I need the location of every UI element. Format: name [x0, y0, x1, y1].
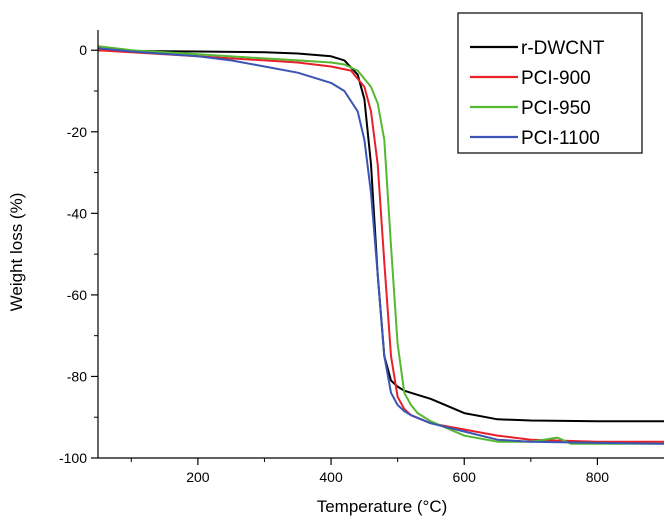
y-tick-label: -100: [59, 450, 87, 466]
legend: r-DWCNT PCI-900 PCI-950 PCI-1100: [457, 12, 643, 154]
y-axis-title: Weight loss (%): [7, 193, 26, 312]
x-axis-title: Temperature (°C): [317, 497, 448, 516]
series-layer: [98, 45, 664, 445]
y-tick-label: -20: [67, 124, 87, 140]
x-tick-label: 600: [453, 469, 477, 485]
legend-label: r-DWCNT: [521, 38, 605, 59]
y-tick-label: -40: [67, 205, 87, 221]
legend-label: PCI-900: [521, 68, 591, 89]
axes-layer: 200 400 600 800 0 -20 -40 -60 -80 -100: [59, 30, 664, 485]
y-tick-label: -80: [67, 368, 87, 384]
series-line-pci-1100: [98, 47, 664, 445]
series-line-pci-900: [98, 49, 664, 443]
series-line-pci-950: [98, 45, 664, 445]
x-tick-label: 200: [186, 469, 210, 485]
x-tick-label: 400: [319, 469, 343, 485]
legend-box: [457, 12, 643, 154]
legend-label: PCI-1100: [521, 128, 600, 149]
legend-label: PCI-950: [521, 98, 591, 119]
y-tick-label: 0: [79, 42, 87, 58]
y-tick-label: -60: [67, 287, 87, 303]
x-tick-label: 800: [586, 469, 610, 485]
